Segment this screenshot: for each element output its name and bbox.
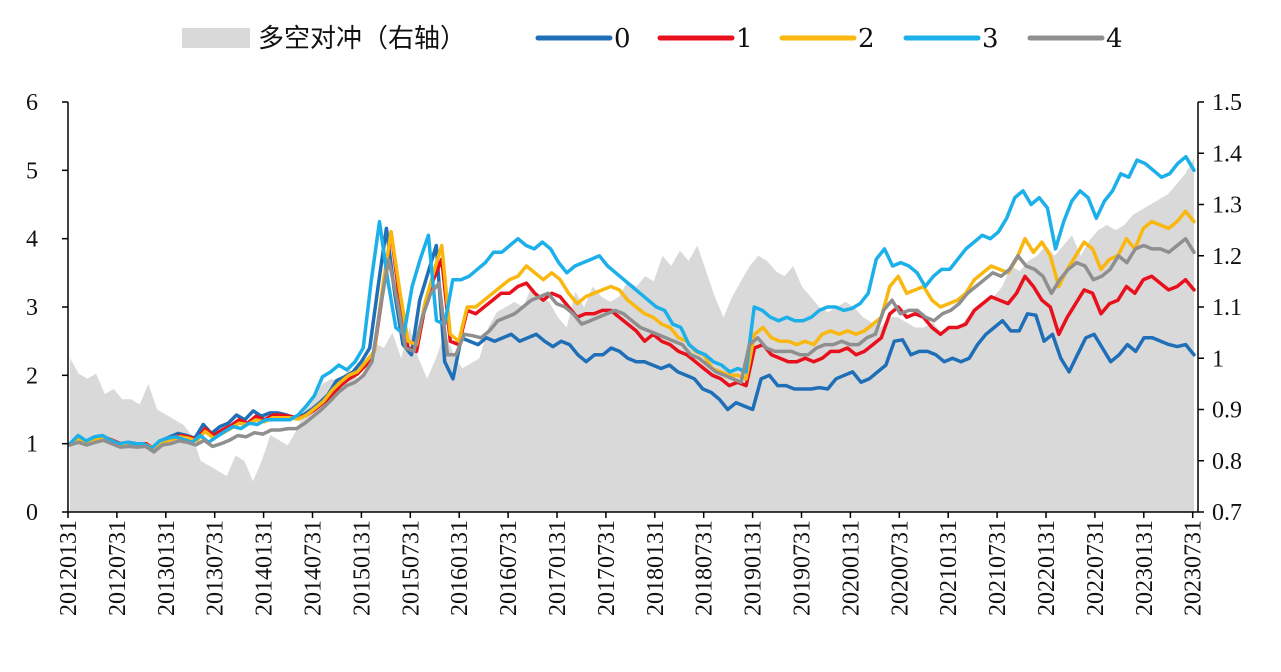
left-tick-label: 2 [26, 363, 38, 389]
x-tick-label: 20190131 [741, 520, 767, 616]
left-tick-label: 6 [26, 90, 38, 116]
legend-label-4: 4 [1106, 24, 1123, 54]
x-tick-label: 20140731 [301, 520, 327, 616]
legend-label-2: 2 [858, 24, 875, 54]
x-tick-label: 20180131 [643, 520, 669, 616]
legend-label-0: 0 [614, 24, 631, 54]
legend-label-area: 多空对冲（右轴） [258, 24, 466, 54]
left-tick-label: 4 [26, 227, 38, 253]
right-tick-label: 1.4 [1212, 141, 1242, 167]
right-tick-label: 0.8 [1212, 449, 1242, 475]
axes-layer: 0 1 2 3 4 5 6 0.7 0.8 0.9 1 1.1 1.2 1.3 1.4 1.5 20120131… [26, 90, 1242, 616]
x-tick-label: 20190731 [790, 520, 816, 616]
x-tick-label: 20230731 [1181, 520, 1207, 616]
left-tick-label: 1 [26, 432, 38, 458]
legend-label-3: 3 [982, 24, 999, 54]
x-tick-label: 20130731 [203, 520, 229, 616]
x-tick-label: 20120131 [56, 520, 82, 616]
x-tick-label: 20160731 [496, 520, 522, 616]
x-tick-label: 20130131 [154, 520, 180, 616]
x-tick-label: 20210131 [936, 520, 962, 616]
left-tick-label: 3 [26, 295, 38, 321]
right-tick-label: 1.5 [1212, 90, 1242, 116]
right-tick-label: 1.2 [1212, 244, 1242, 270]
x-tick-label: 20150131 [349, 520, 375, 616]
right-tick-label: 0.7 [1212, 500, 1242, 526]
x-tick-label: 20160131 [447, 520, 473, 616]
series-line-4 [68, 236, 1196, 454]
right-tick-label: 1.1 [1212, 295, 1242, 321]
x-tick-label: 20200131 [838, 520, 864, 616]
x-tick-label: 20200731 [887, 520, 913, 616]
area-long-short-hedge [70, 158, 1194, 512]
series-line-0 [68, 226, 1196, 451]
x-tick-label: 20120731 [105, 520, 131, 616]
x-tick-label: 20230131 [1132, 520, 1158, 616]
x-tick-label: 20220731 [1083, 520, 1109, 616]
left-tick-label: 0 [26, 500, 38, 526]
x-tick-label: 20170731 [594, 520, 620, 616]
series-line-3 [68, 154, 1196, 451]
legend-swatch-area [182, 28, 250, 48]
x-tick-label: 20220131 [1034, 520, 1060, 616]
area-layer [70, 158, 1194, 512]
left-tick-label: 5 [26, 158, 38, 184]
right-tick-label: 1.3 [1212, 193, 1242, 219]
legend-label-1: 1 [736, 24, 753, 54]
x-tick-label: 20150731 [398, 520, 424, 616]
x-tick-label: 20170131 [545, 520, 571, 616]
right-tick-label: 1 [1212, 346, 1224, 372]
right-tick-label: 0.9 [1212, 398, 1242, 424]
x-tick-label: 20140131 [252, 520, 278, 616]
legend: 多空对冲（右轴） 0 1 2 3 4 [182, 24, 1123, 54]
series-line-1 [68, 230, 1196, 451]
lines-layer [68, 154, 1196, 454]
x-tick-label: 20210731 [985, 520, 1011, 616]
x-tick-label: 20180731 [692, 520, 718, 616]
